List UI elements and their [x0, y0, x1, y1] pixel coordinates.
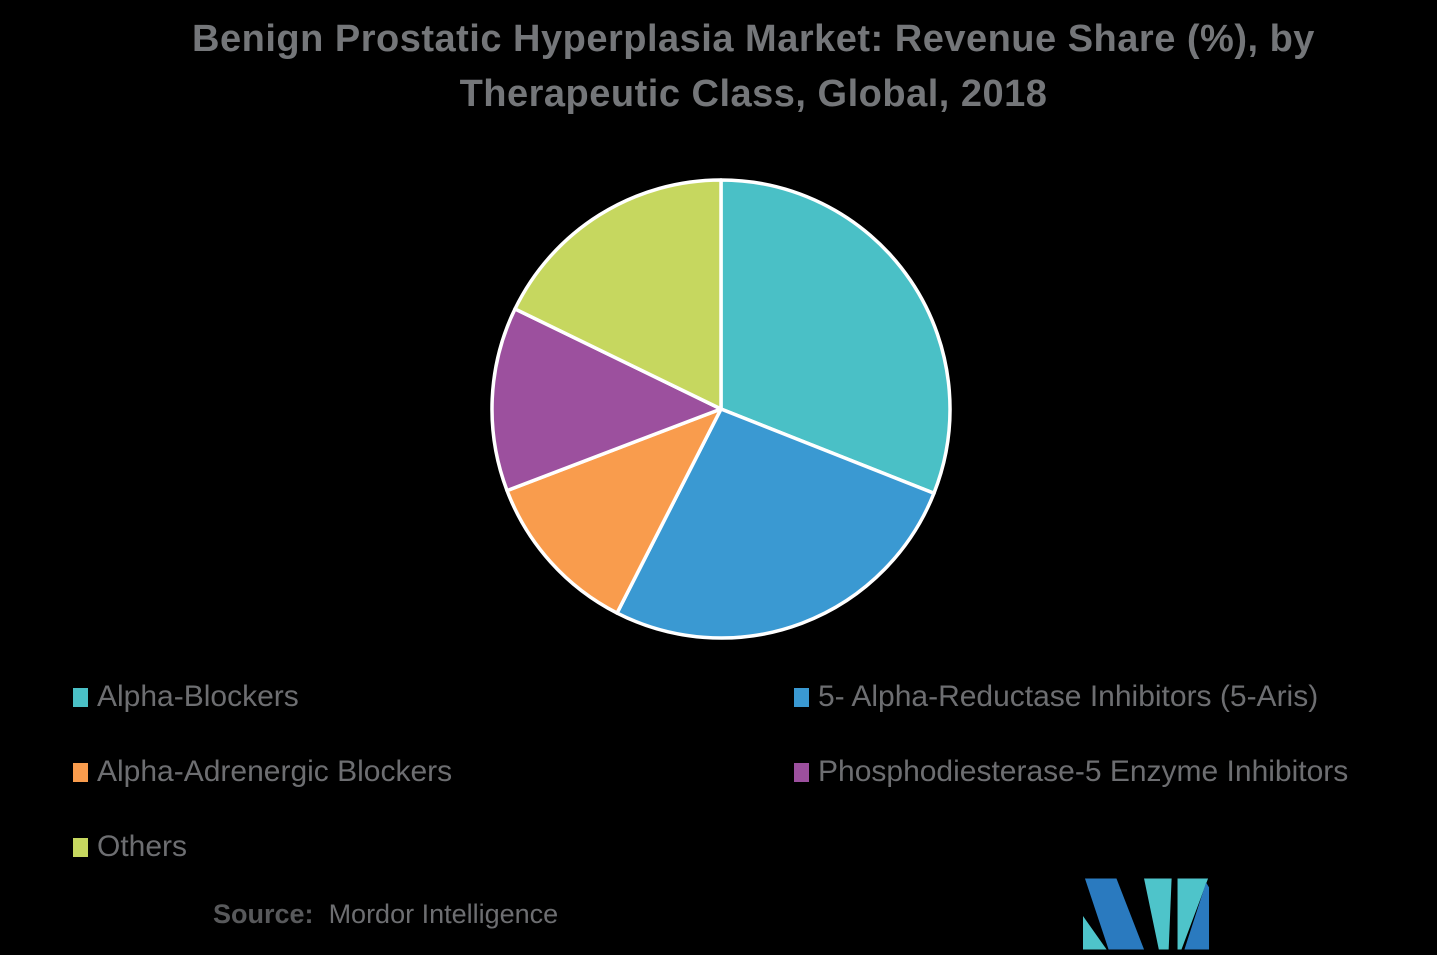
legend-item-phosphodiesterase-5-enzyme-inhibitors: Phosphodiesterase-5 Enzyme Inhibitors — [794, 755, 1348, 788]
legend-label: Alpha-Adrenergic Blockers — [97, 755, 453, 788]
pie-slice-0 — [719, 178, 952, 496]
logo-shape — [1177, 878, 1209, 950]
legend-swatch-blue-icon — [794, 687, 809, 707]
legend-label: Others — [97, 830, 188, 863]
legend-label: 5- Alpha-Reductase Inhibitors (5-Aris) — [818, 680, 1319, 713]
legend-swatch-teal-icon — [73, 687, 88, 707]
legend-label: Alpha-Blockers — [97, 680, 299, 713]
chart-title-line2: Therapeutic Class, Global, 2018 — [459, 73, 1048, 115]
pie-slice-1 — [615, 407, 936, 640]
logo-shape — [1082, 915, 1107, 950]
logo-shape — [1184, 882, 1210, 950]
pie-slice-3 — [490, 307, 723, 493]
source-text: Mordor Intelligence — [328, 899, 559, 929]
legend-item-alpha-blockers: Alpha-Blockers — [73, 680, 299, 713]
logo-shape — [1144, 878, 1172, 950]
legend-swatch-purple-icon — [794, 762, 809, 782]
logo-shape — [1084, 878, 1145, 950]
legend-item-alpha-adrenergic-blockers: Alpha-Adrenergic Blockers — [73, 755, 452, 788]
source-attribution: Source: Mordor Intelligence — [213, 899, 558, 930]
pie-slice-2 — [505, 407, 723, 615]
mordor-intelligence-logo-icon — [1082, 878, 1210, 950]
legend-swatch-orange-icon — [73, 762, 88, 782]
pie-chart — [490, 178, 952, 640]
source-label: Source: — [213, 899, 314, 929]
legend-label: Phosphodiesterase-5 Enzyme Inhibitors — [818, 755, 1349, 788]
legend-item-5-alpha-reductase-inhibitors: 5- Alpha-Reductase Inhibitors (5-Aris) — [794, 680, 1318, 713]
legend-item-others: Others — [73, 830, 187, 863]
chart-title-line1: Benign Prostatic Hyperplasia Market: Rev… — [192, 18, 1315, 60]
legend-swatch-green-icon — [73, 837, 88, 857]
chart-title: Benign Prostatic Hyperplasia Market: Rev… — [70, 12, 1437, 122]
pie-slice-4 — [513, 178, 723, 411]
